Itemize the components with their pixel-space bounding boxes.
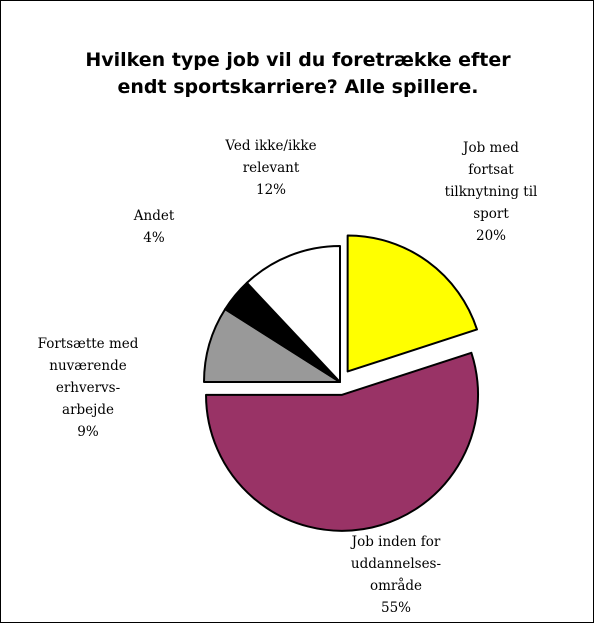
slice-label-sport: Job med fortsat tilknytning til sport 20… (431, 137, 551, 247)
slice-label-sport-line-1: Job med (463, 140, 519, 156)
slice-label-andet: Andet 4% (119, 205, 189, 249)
slice-label-uddannelse: Job inden for uddannelses- område 55% (331, 531, 461, 619)
slice-label-sport-line-3: tilknytning til (444, 184, 538, 200)
slice-label-ved-ikke-line-2: relevant (242, 160, 300, 176)
slice-label-uddannelse-line-2: uddannelses- (350, 556, 442, 572)
slice-value-erhverv: 9% (77, 424, 99, 440)
slice-label-uddannelse-line-1: Job inden for (351, 534, 441, 550)
chart-title-line-2: endt sportskarriere? Alle spillere. (117, 76, 479, 98)
slice-label-uddannelse-line-3: område (369, 578, 423, 594)
slice-value-sport: 20% (475, 228, 506, 244)
slice-value-ved-ikke: 12% (255, 182, 286, 198)
slice-label-erhverv-line-3: erhvervs- (55, 380, 121, 396)
slice-label-andet-line-1: Andet (133, 208, 175, 224)
slice-label-erhverv: Fortsætte med nuværende erhvervs- arbejd… (23, 333, 153, 443)
slice-label-sport-line-4: sport (473, 206, 509, 222)
slice-label-erhverv-line-2: nuværende (49, 358, 127, 374)
slice-ved-ikke (245, 245, 341, 383)
slice-value-andet: 4% (143, 230, 165, 246)
slice-value-uddannelse: 55% (380, 600, 411, 616)
slice-uddannelse (205, 351, 479, 532)
slice-label-erhverv-line-4: arbejde (62, 402, 114, 418)
slice-label-sport-line-2: fortsat (468, 162, 514, 178)
chart-title: Hvilken type job vil du foretrække efter… (61, 47, 535, 101)
slice-label-erhverv-line-1: Fortsætte med (37, 336, 139, 352)
slice-label-ved-ikke-line-1: Ved ikke/ikke (225, 138, 317, 154)
slice-sport (346, 234, 478, 373)
slice-label-ved-ikke: Ved ikke/ikke relevant 12% (211, 135, 331, 201)
chart-title-line-1: Hvilken type job vil du foretrække efter (85, 49, 511, 71)
